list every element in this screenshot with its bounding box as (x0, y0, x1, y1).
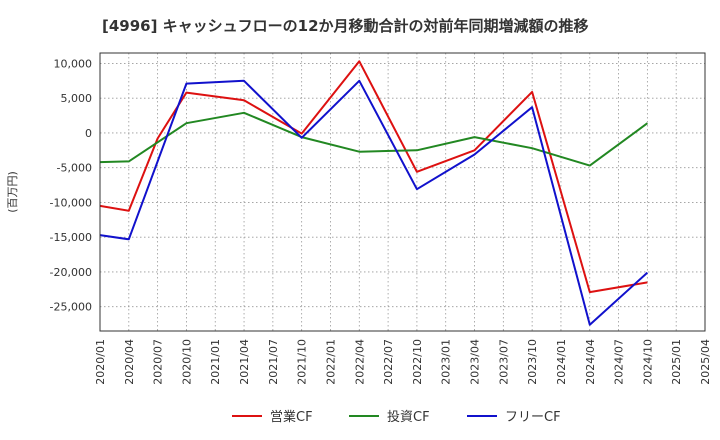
x-tick-label: 2024/07 (613, 339, 626, 385)
x-tick-label: 2024/01 (555, 339, 568, 385)
x-tick-label: 2020/10 (180, 339, 193, 385)
x-tick-label: 2023/04 (469, 339, 482, 385)
x-tick-label: 2024/10 (641, 339, 654, 385)
x-tick-label: 2021/10 (296, 339, 309, 385)
x-tick-label: 2022/01 (324, 339, 337, 385)
x-tick-label: 2023/10 (526, 339, 539, 385)
legend-label: 投資CF (387, 409, 430, 425)
y-tick-label: 10,000 (54, 57, 93, 70)
x-tick-label: 2021/04 (238, 339, 251, 385)
y-tick-label: -15,000 (50, 231, 92, 244)
plot-background (100, 53, 705, 331)
plot-area (99, 52, 706, 332)
x-tick-label: 2020/01 (94, 339, 107, 385)
legend: 営業CF 投資CF フリーCF (232, 409, 561, 425)
series-line (99, 79, 649, 326)
x-tick-label: 2022/07 (382, 339, 395, 385)
chart-title: [4996] キャッシュフローの12か月移動合計の対前年同期増減額の推移 (102, 17, 589, 35)
x-tick-label: 2025/04 (699, 339, 712, 385)
x-tick-label: 2023/07 (497, 339, 510, 385)
x-tick-label: 2025/01 (670, 339, 683, 385)
x-tick-label: 2022/10 (411, 339, 424, 385)
y-axis-label: (百万円) (6, 171, 19, 213)
y-axis-ticks: 10,000 5,000 0 -5,000 -10,000 -15,000 -20,000 -… (50, 57, 92, 313)
x-tick-label: 2022/04 (353, 339, 366, 385)
y-tick-label: -10,000 (50, 196, 92, 209)
x-tick-label: 2024/04 (584, 339, 597, 385)
y-tick-label: -25,000 (50, 301, 92, 314)
x-tick-label: 2023/01 (440, 339, 453, 385)
grid-lines (99, 53, 706, 331)
y-tick-label: -20,000 (50, 266, 92, 279)
plot-border (99, 52, 706, 332)
y-tick-label: -5,000 (57, 162, 92, 175)
series-lines (99, 60, 649, 326)
x-tick-label: 2021/01 (209, 339, 222, 385)
legend-label: 営業CF (270, 409, 313, 425)
y-tick-label: 5,000 (61, 92, 93, 105)
x-tick-label: 2021/07 (267, 339, 280, 385)
x-tick-label: 2020/04 (123, 339, 136, 385)
series-line (99, 60, 648, 294)
y-tick-label: 0 (85, 127, 92, 140)
legend-label: フリーCF (505, 410, 561, 425)
x-tick-label: 2020/07 (152, 339, 165, 385)
x-axis-ticks: 2020/01 2020/04 2020/07 2020/10 2021/01 2021/… (94, 339, 712, 385)
